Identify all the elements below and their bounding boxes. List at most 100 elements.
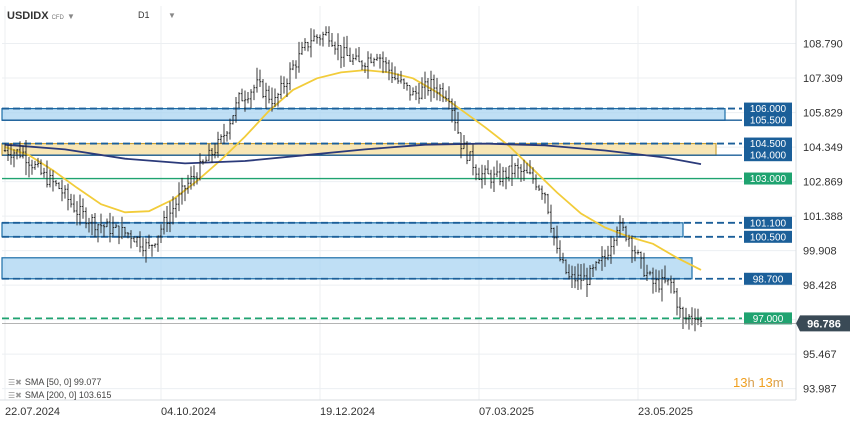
candle xyxy=(138,231,142,253)
level-price-tag: 103.000 xyxy=(744,172,792,185)
timeframe-selector[interactable]: D1 ▼ xyxy=(138,10,176,20)
candle xyxy=(381,51,385,74)
y-tick-label: 95.467 xyxy=(803,349,837,361)
candle xyxy=(648,270,652,276)
x-tick-label: 19.12.2024 xyxy=(320,406,375,418)
candle xyxy=(57,182,61,190)
menu-icon[interactable]: ☰✖ xyxy=(8,391,22,400)
candle xyxy=(558,240,562,262)
candle xyxy=(522,159,526,182)
candle xyxy=(357,46,361,63)
legend-sma200-text: SMA [200, 0] 103.615 xyxy=(24,390,112,400)
candle xyxy=(420,77,424,100)
candle xyxy=(468,151,472,161)
candle xyxy=(399,70,403,84)
candle xyxy=(78,194,82,226)
candle xyxy=(258,69,262,88)
candle xyxy=(528,160,532,175)
candle xyxy=(498,163,502,186)
candle xyxy=(333,41,337,55)
candle xyxy=(207,143,211,161)
x-tick-label: 22.07.2024 xyxy=(5,406,60,418)
candle xyxy=(228,118,232,140)
level-tag-bg xyxy=(744,216,792,229)
candle xyxy=(132,236,136,243)
candle xyxy=(108,212,112,243)
candle xyxy=(675,287,679,316)
y-tick-label: 101.388 xyxy=(803,211,843,223)
level-tag-bg xyxy=(744,230,792,243)
candle xyxy=(273,88,277,108)
candle xyxy=(678,297,682,318)
chevron-down-icon[interactable]: ▼ xyxy=(66,12,75,21)
candle xyxy=(189,166,193,190)
last-price-tag: 96.786 xyxy=(796,315,850,332)
candle xyxy=(276,92,280,107)
level-tag-bg xyxy=(744,114,792,127)
instrument-type: CFD xyxy=(51,15,64,21)
legend-sma200[interactable]: ☰✖ SMA [200, 0] 103.615 xyxy=(8,390,111,400)
candle xyxy=(48,169,52,188)
candle xyxy=(204,156,208,163)
candle xyxy=(174,197,178,218)
symbol-name: USDIDX xyxy=(7,10,49,22)
timeframe-label: D1 xyxy=(138,10,150,20)
candle xyxy=(618,215,622,238)
candle xyxy=(609,236,613,264)
level-tag-label: 106.000 xyxy=(750,104,787,115)
candle xyxy=(81,198,85,219)
candle xyxy=(195,172,199,185)
candle xyxy=(591,264,595,278)
candle xyxy=(213,143,217,159)
level-price-tag: 104.500 xyxy=(744,137,792,150)
candle xyxy=(417,82,421,104)
candle xyxy=(51,170,55,192)
candle xyxy=(186,174,190,194)
candle xyxy=(315,34,319,44)
last-price-label: 96.786 xyxy=(807,318,841,330)
candle xyxy=(270,87,274,112)
candle xyxy=(300,41,304,55)
chevron-down-icon[interactable]: ▼ xyxy=(168,11,176,20)
zone-box xyxy=(1,222,684,238)
candle xyxy=(486,160,490,175)
candle xyxy=(261,79,265,99)
candle xyxy=(225,130,229,142)
level-tag-bg xyxy=(744,149,792,162)
candle xyxy=(60,179,64,202)
candle xyxy=(690,307,694,326)
candle xyxy=(552,227,556,246)
candle xyxy=(39,159,43,176)
y-tick-label: 93.987 xyxy=(803,384,837,396)
candle xyxy=(372,57,376,67)
candle xyxy=(219,134,223,144)
candle xyxy=(156,235,160,252)
candle xyxy=(222,123,226,144)
zone-box xyxy=(1,257,693,280)
candle xyxy=(144,238,148,263)
legend-sma50[interactable]: ☰✖ SMA [50, 0] 99.077 xyxy=(8,377,101,387)
level-tag-bg xyxy=(744,312,792,325)
candle xyxy=(543,192,547,204)
candle xyxy=(405,82,409,91)
symbol-selector[interactable]: USDIDX CFD ▼ xyxy=(7,10,75,22)
candle xyxy=(306,41,310,52)
sma-lines xyxy=(4,69,702,271)
candle xyxy=(279,75,283,99)
candle xyxy=(198,153,202,181)
menu-icon[interactable]: ☰✖ xyxy=(8,378,22,387)
level-tag-bg xyxy=(744,137,792,150)
candle xyxy=(291,60,295,71)
candle xyxy=(453,101,457,131)
x-tick-label: 07.03.2025 xyxy=(479,406,534,418)
candle xyxy=(432,74,436,99)
level-tag-label: 100.500 xyxy=(750,232,787,243)
level-tag-bg xyxy=(744,272,792,285)
candle xyxy=(447,86,451,110)
candle xyxy=(627,234,631,247)
candle xyxy=(192,165,196,187)
level-tag-label: 97.000 xyxy=(753,314,784,325)
candle xyxy=(30,159,34,175)
candle xyxy=(369,53,373,64)
